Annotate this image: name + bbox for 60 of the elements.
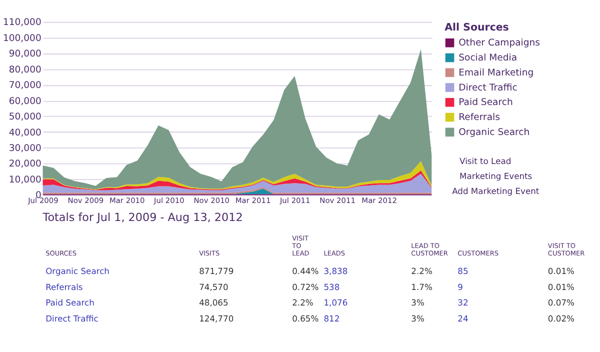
legend-label: Social Media <box>458 52 518 64</box>
y-tick-label: 50,000 <box>8 112 42 123</box>
y-tick-label: 100,000 <box>2 32 42 44</box>
legend-label: Organic Search <box>458 126 530 138</box>
x-tick-label: Mar 2011 <box>235 196 271 205</box>
legend-label: Paid Search <box>458 97 513 108</box>
text: 0.07% <box>548 298 575 308</box>
y-tick-label: 40,000 <box>8 127 42 138</box>
text: 871,779 <box>199 266 234 276</box>
x-tick-label: Nov 2009 <box>68 196 104 205</box>
legend-label: Referrals <box>458 112 500 124</box>
text: 0.72% <box>292 282 319 292</box>
y-tick-label: 60,000 <box>8 96 42 107</box>
text: 85 <box>458 266 468 276</box>
text: 1.7% <box>411 282 432 292</box>
text: 9 <box>458 282 464 292</box>
text: Marketing Events <box>460 171 532 182</box>
text: Organic Search <box>46 266 110 276</box>
x-tick-label: Mar 2012 <box>362 196 397 205</box>
text: Visit to Lead <box>460 156 512 166</box>
legend-title: All Sources <box>444 22 509 34</box>
legend-label: Other Campaigns <box>458 38 540 49</box>
text: 124,770 <box>199 313 234 324</box>
y-tick-label: 0 <box>35 190 42 202</box>
x-tick-label: Mar 2010 <box>109 196 146 205</box>
text: 0.01% <box>548 282 575 292</box>
y-tick-label: 70,000 <box>8 80 42 92</box>
text: 0.65% <box>292 313 319 324</box>
text: 32 <box>458 298 468 308</box>
text: 48,065 <box>199 298 228 308</box>
x-tick-label: Nov 2010 <box>194 196 230 205</box>
text: Direct Traffic <box>46 313 99 324</box>
text: 0.01% <box>548 266 575 276</box>
text: 2.2% <box>411 266 432 276</box>
text: 538 <box>324 282 340 292</box>
x-tick-label: Jul 2010 <box>153 196 185 205</box>
text: 2.2% <box>292 298 314 308</box>
text: Add Marketing Event <box>452 186 540 196</box>
x-tick-label: Jul 2011 <box>278 196 311 205</box>
text: 0.02% <box>548 313 575 324</box>
y-tick-label: 30,000 <box>8 143 42 154</box>
text: 3,838 <box>324 266 348 276</box>
text: 74,570 <box>199 282 228 292</box>
text: Totals for Jul 1, 2009 - Aug 13, 2012 <box>42 210 243 224</box>
text: Referrals <box>46 282 83 292</box>
y-tick-label: 90,000 <box>8 48 42 60</box>
text: 3% <box>411 298 424 308</box>
legend-label: Email Marketing <box>458 67 534 78</box>
text: 3% <box>411 313 424 324</box>
text: 1,076 <box>324 298 348 308</box>
y-tick-label: 80,000 <box>8 64 42 76</box>
y-tick-label: 20,000 <box>8 158 42 170</box>
text: Paid Search <box>46 298 94 308</box>
legend-label: Direct Traffic <box>458 82 518 94</box>
x-tick-label: Nov 2011 <box>320 196 356 205</box>
text: 0.44% <box>292 266 319 276</box>
text: 24 <box>458 313 468 324</box>
y-tick-label: 110,000 <box>2 17 42 28</box>
text: 812 <box>324 313 340 324</box>
y-tick-label: 10,000 <box>8 174 42 186</box>
